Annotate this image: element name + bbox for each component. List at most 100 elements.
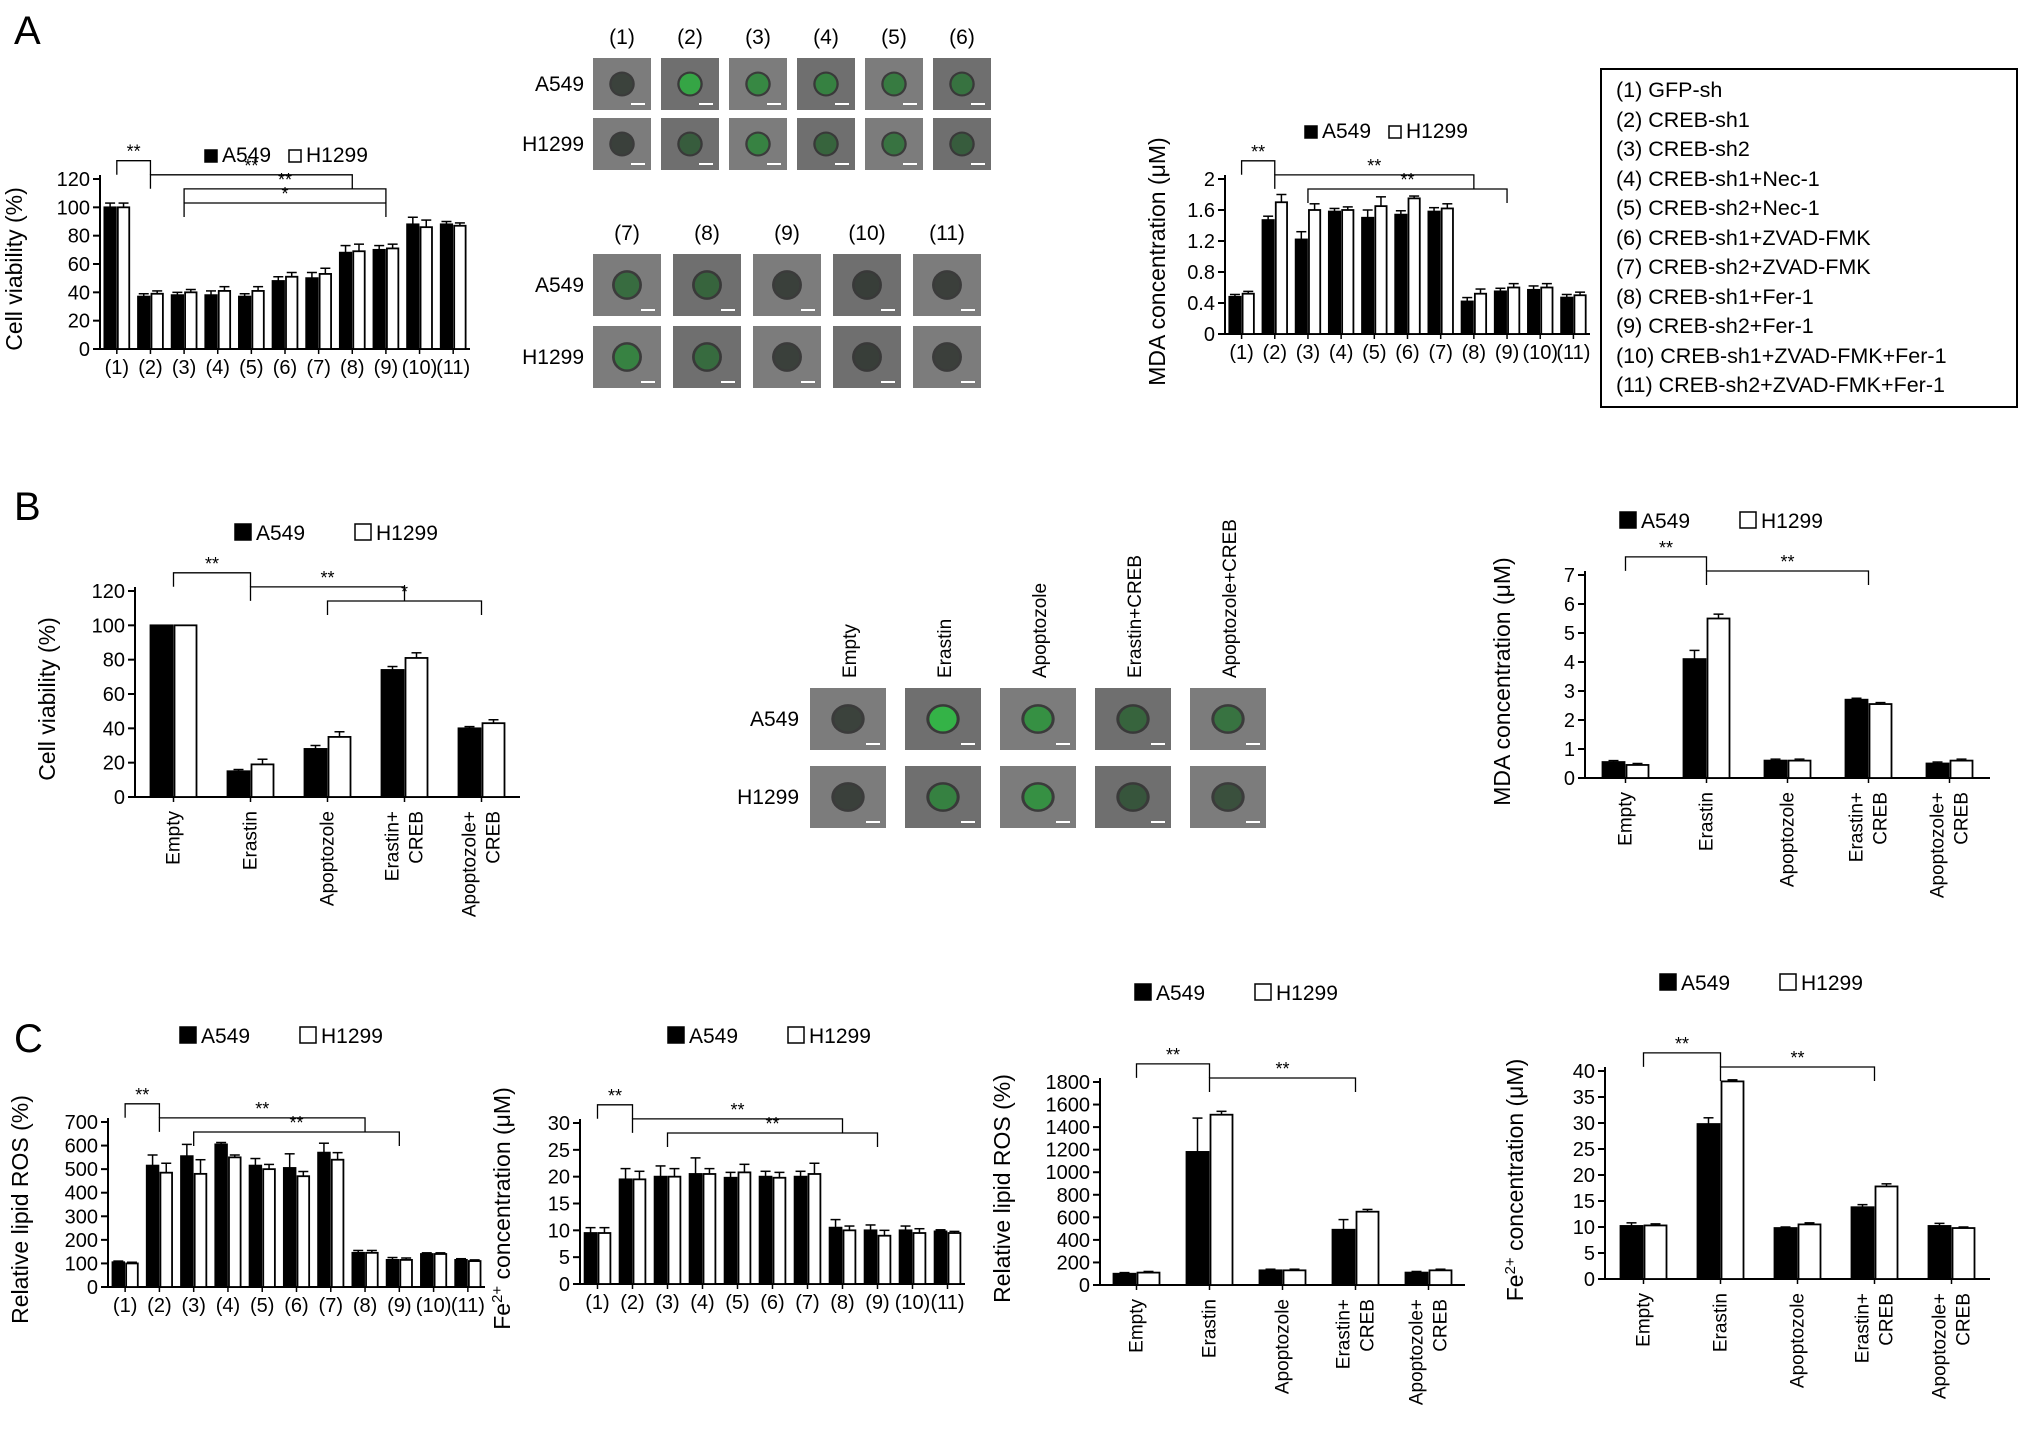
- bar-a549: [1185, 1151, 1210, 1286]
- legend-swatch-h1299: [787, 1026, 805, 1044]
- y-tick-label: 0: [1584, 1269, 1595, 1291]
- cell-cluster: [932, 270, 962, 300]
- y-axis-label: Cell viability (%): [1, 187, 27, 351]
- x-tick-label: (3): [1296, 342, 1320, 364]
- bar-a549: [271, 280, 285, 350]
- x-tick-label: (5): [239, 357, 263, 379]
- micrograph-cell: [913, 326, 981, 388]
- micrograph-column-label: (5): [881, 26, 907, 49]
- bar-h1299: [1241, 292, 1255, 335]
- gfp-signal: [679, 73, 701, 95]
- bar-h1299: [433, 1253, 448, 1288]
- micrograph-row-label: H1299: [522, 133, 584, 156]
- x-tick-label: Apoptozole+: [1928, 792, 1949, 898]
- y-tick-label: 40: [103, 718, 125, 740]
- x-tick-label: Apoptozole: [1778, 792, 1799, 887]
- group-legend-item: (3) CREB-sh2: [1616, 137, 1750, 161]
- y-tick-label: 6: [1564, 594, 1575, 616]
- bar-h1299: [1507, 286, 1521, 335]
- x-tick-label: (1): [1229, 342, 1253, 364]
- x-tick-label: (1): [105, 357, 129, 379]
- x-tick-label: Apoptozole+: [460, 811, 481, 917]
- bar-a549: [1527, 288, 1541, 335]
- x-tick-label: (1): [585, 1292, 609, 1314]
- bar-a549: [653, 1175, 668, 1285]
- panel-label-a: A: [14, 9, 41, 53]
- x-tick-label: (8): [340, 357, 364, 379]
- bar-a549: [248, 1164, 263, 1288]
- chart-a-viability: 0 20 40 60 80 100 120 Cell viability (%) (1) (2) (…: [1, 142, 470, 379]
- significance-marker: **: [1780, 552, 1794, 572]
- significance-bracket: [1642, 1052, 1722, 1067]
- bar-a549: [1927, 1225, 1952, 1280]
- bar-h1299: [251, 290, 265, 350]
- bar-h1299: [1282, 1269, 1307, 1286]
- y-tick-label: 1000: [1046, 1162, 1091, 1184]
- micrograph-column-label: (11): [929, 222, 965, 245]
- y-tick-label: 1.6: [1187, 200, 1215, 222]
- significance-marker: **: [765, 1114, 779, 1134]
- x-tick-label: (5): [1362, 342, 1386, 364]
- y-tick-label: 80: [68, 226, 90, 248]
- x-tick-label: Apoptozole: [318, 811, 339, 906]
- x-tick-label: (6): [273, 357, 297, 379]
- significance-marker: **: [1251, 142, 1265, 162]
- y-tick-label: 1800: [1046, 1072, 1091, 1094]
- bar-a549: [214, 1143, 228, 1288]
- legend-label-h1299: H1299: [321, 1025, 383, 1048]
- bar-h1299: [1355, 1210, 1380, 1286]
- gfp-signal: [935, 273, 959, 298]
- x-tick-label: Erastin+: [1847, 792, 1868, 862]
- significance-bracket: [172, 572, 252, 587]
- bar-h1299: [1874, 1185, 1899, 1280]
- y-tick-label: 40: [1573, 1061, 1595, 1083]
- x-tick-label: (8): [1462, 342, 1486, 364]
- micrograph-column-label: (9): [774, 222, 800, 245]
- y-tick-label: 30: [548, 1113, 570, 1135]
- x-tick-label: (10): [895, 1292, 931, 1314]
- bar-h1299: [947, 1232, 962, 1285]
- micrograph-cell: [810, 766, 886, 828]
- bar-h1299: [404, 657, 429, 798]
- cell-cluster: [609, 71, 635, 97]
- y-axis-label: MDA concentration (μM): [1144, 137, 1170, 385]
- y-tick-label: 10: [1573, 1217, 1595, 1239]
- bar-h1299: [1428, 1269, 1453, 1286]
- y-axis-label: Cell viability (%): [34, 617, 60, 781]
- significance-marker: **: [1659, 538, 1673, 558]
- group-legend-item: (6) CREB-sh1+ZVAD-FMK: [1616, 225, 1871, 250]
- micrograph-column-label: Erastin+CREB: [1125, 555, 1146, 678]
- bar-a549: [351, 1251, 365, 1288]
- significance-bracket: [1705, 570, 1870, 585]
- bar-a549: [1925, 762, 1950, 779]
- significance-marker: **: [244, 156, 258, 176]
- chart-c-fe-groups: 0 5 10 15 20 25 30 Fe2+ concentration (μM) (1) (2…: [489, 1025, 965, 1330]
- micrograph-column-label: Apoptozole+CREB: [1220, 519, 1241, 678]
- x-tick-label: Empty: [1127, 1299, 1148, 1353]
- bar-h1299: [1949, 759, 1974, 779]
- micrograph-panel-b: Empty Erastin Apoptozole Erastin+CREB Apopto…: [737, 519, 1266, 828]
- cell-cluster: [692, 342, 722, 372]
- bar-a549: [137, 295, 151, 350]
- y-tick-label: 20: [1573, 1165, 1595, 1187]
- bar-h1299: [1540, 286, 1554, 335]
- bar-a549: [933, 1230, 948, 1285]
- bar-a549: [1331, 1228, 1356, 1286]
- micrograph-column-label: Erastin: [935, 619, 956, 678]
- bar-a549: [1327, 210, 1342, 335]
- gfp-signal: [935, 345, 959, 370]
- significance-marker: **: [127, 142, 141, 162]
- micrograph-row-label: A549: [535, 274, 584, 297]
- x-tick-label: Empty: [1616, 792, 1637, 846]
- bar-a549: [1844, 698, 1869, 779]
- y-tick-label: 700: [65, 1112, 98, 1134]
- micrograph-cell: [865, 58, 923, 110]
- bar-h1299: [365, 1251, 379, 1288]
- cell-cluster: [949, 131, 975, 157]
- y-tick-label: 0: [1564, 768, 1575, 790]
- x-tick-label: Erastin: [1200, 1299, 1221, 1358]
- legend-swatch-h1299: [299, 1026, 317, 1044]
- micrograph-cell: [833, 254, 901, 316]
- significance-marker: *: [281, 184, 288, 204]
- bar-a549: [1112, 1272, 1137, 1286]
